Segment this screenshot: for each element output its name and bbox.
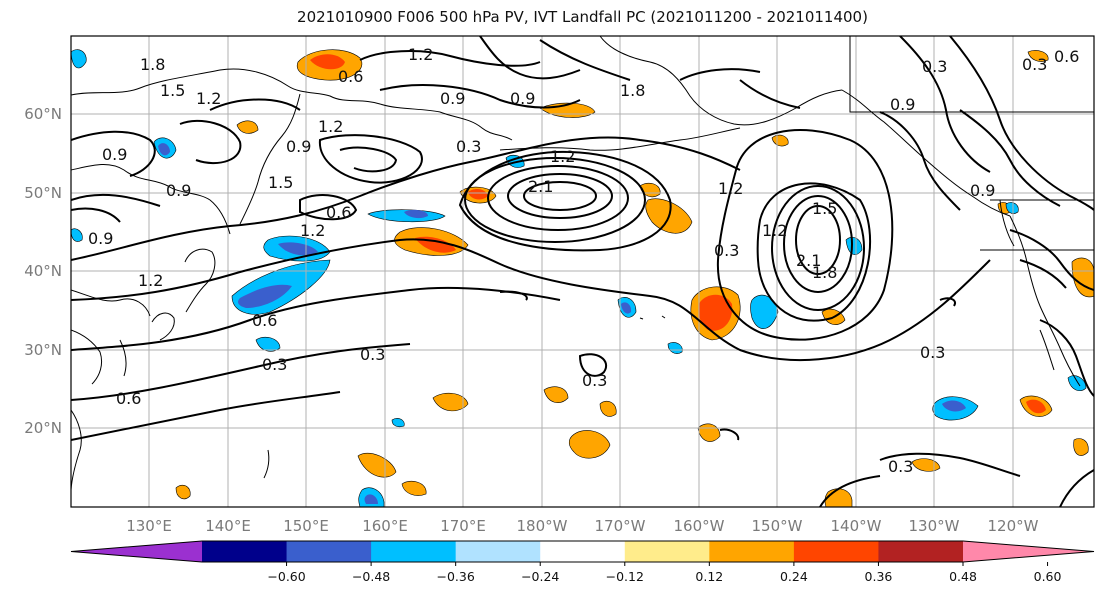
pv-contours: [71, 36, 1094, 507]
lat-label-60n: 60°N: [24, 105, 62, 123]
colorbar-segment: [371, 541, 457, 562]
colorbar-extend-max: [963, 541, 1094, 562]
svg-text:0.9: 0.9: [440, 89, 465, 108]
svg-text:1.2: 1.2: [718, 179, 743, 198]
lon-label-180w: 180°W: [517, 517, 568, 535]
lat-label-20n: 20°N: [24, 419, 62, 437]
svg-text:0.3: 0.3: [888, 457, 913, 476]
svg-text:1.5: 1.5: [812, 199, 837, 218]
contour-value-labels: 1.2 0.6 0.9 0.9 0.3 1.2 1.2 2.1 0.9 1.5 …: [88, 45, 1079, 476]
svg-text:0.9: 0.9: [88, 229, 113, 248]
colorbar-segment: [202, 541, 288, 562]
colorbar-tick-label: 0.36: [865, 569, 893, 584]
lon-label-130w: 130°W: [909, 517, 960, 535]
svg-text:0.3: 0.3: [922, 57, 947, 76]
svg-text:2.1: 2.1: [796, 251, 821, 270]
svg-text:0.6: 0.6: [1054, 47, 1079, 66]
svg-text:1.8: 1.8: [620, 81, 645, 100]
colorbar-extend-min: [71, 541, 202, 562]
svg-text:0.6: 0.6: [252, 311, 277, 330]
colorbar-tick-label: −0.12: [606, 569, 644, 584]
colorbar-segment: [878, 541, 964, 562]
colorbar-outline: [70, 540, 1095, 563]
colorbar-segment: [709, 541, 795, 562]
svg-text:0.9: 0.9: [102, 145, 127, 164]
svg-text:0.9: 0.9: [890, 95, 915, 114]
lon-label-150w: 150°W: [752, 517, 803, 535]
colorbar-tick-label: −0.48: [352, 569, 390, 584]
svg-text:0.3: 0.3: [920, 343, 945, 362]
lat-label-50n: 50°N: [24, 184, 62, 202]
colorbar-tick-label: −0.60: [267, 569, 305, 584]
graticule: [71, 36, 1094, 507]
svg-text:1.2: 1.2: [550, 147, 575, 166]
colorbar-segment: [286, 541, 372, 562]
svg-text:0.6: 0.6: [116, 389, 141, 408]
lon-label-150e: 150°E: [283, 517, 329, 535]
svg-text:1.5: 1.5: [268, 173, 293, 192]
lon-label-140w: 140°W: [831, 517, 882, 535]
colorbar-segment: [624, 541, 710, 562]
svg-text:0.3: 0.3: [1022, 55, 1047, 74]
colorbar-tick-label: 0.48: [949, 569, 977, 584]
colorbar-segment: [540, 541, 626, 562]
svg-text:0.9: 0.9: [166, 181, 191, 200]
lat-label-30n: 30°N: [24, 341, 62, 359]
lon-label-140e: 140°E: [205, 517, 251, 535]
colorbar-tick-label: 0.60: [1034, 569, 1062, 584]
lon-label-130e: 130°E: [126, 517, 172, 535]
svg-text:2.1: 2.1: [528, 177, 553, 196]
svg-text:1.5: 1.5: [160, 81, 185, 100]
svg-text:1.2: 1.2: [138, 271, 163, 290]
positive-ivt-patches: [175, 49, 1094, 507]
plot-frame: [70, 35, 1095, 508]
svg-text:0.9: 0.9: [510, 89, 535, 108]
colorbar: −0.60 −0.48 −0.36 −0.24 −0.12 0.12 0.24 0.36 0.4…: [70, 540, 1095, 584]
lon-label-120w: 120°W: [988, 517, 1039, 535]
svg-text:0.3: 0.3: [456, 137, 481, 156]
svg-text:0.9: 0.9: [286, 137, 311, 156]
svg-text:1.8: 1.8: [812, 263, 837, 282]
svg-text:0.3: 0.3: [582, 371, 607, 390]
colorbar-segment: [793, 541, 879, 562]
colorbar-tick-label: 0.12: [695, 569, 723, 584]
colorbar-tick-label: −0.24: [521, 569, 559, 584]
longitude-labels: 130°E 140°E 150°E 160°E 170°E 180°W 170°…: [126, 517, 1038, 535]
svg-text:0.9: 0.9: [970, 181, 995, 200]
svg-text:1.2: 1.2: [408, 45, 433, 64]
svg-text:0.6: 0.6: [326, 203, 351, 222]
colorbar-tick-label: 0.24: [780, 569, 808, 584]
svg-text:0.6: 0.6: [338, 67, 363, 86]
colorbar-segment: [455, 541, 541, 562]
lon-label-160w: 160°W: [674, 517, 725, 535]
map-title: 2021010900 F006 500 hPa PV, IVT Landfall…: [297, 8, 868, 26]
lat-label-40n: 40°N: [24, 262, 62, 280]
lon-label-170e: 170°E: [440, 517, 486, 535]
plot-area: 1.2 0.6 0.9 0.9 0.3 1.2 1.2 2.1 0.9 1.5 …: [71, 36, 1094, 507]
latitude-labels: 60°N 50°N 40°N 30°N 20°N: [24, 105, 62, 437]
svg-text:1.2: 1.2: [318, 117, 343, 136]
svg-text:0.3: 0.3: [262, 355, 287, 374]
svg-text:1.2: 1.2: [196, 89, 221, 108]
svg-text:1.8: 1.8: [140, 55, 165, 74]
svg-text:0.3: 0.3: [360, 345, 385, 364]
lon-label-160e: 160°E: [362, 517, 408, 535]
coastlines: [71, 36, 1094, 491]
svg-text:0.3: 0.3: [714, 241, 739, 260]
svg-text:1.2: 1.2: [300, 221, 325, 240]
svg-text:1.2: 1.2: [762, 221, 787, 240]
lon-label-170w: 170°W: [595, 517, 646, 535]
colorbar-tick-label: −0.36: [437, 569, 475, 584]
